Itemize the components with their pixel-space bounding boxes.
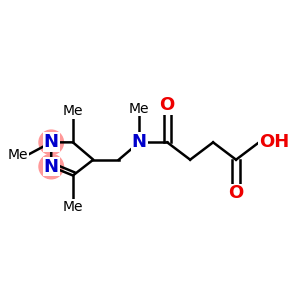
- Text: Me: Me: [8, 148, 28, 162]
- Text: OH: OH: [259, 134, 289, 152]
- Text: Me: Me: [63, 200, 83, 214]
- Text: N: N: [44, 158, 59, 175]
- Text: N: N: [132, 134, 147, 152]
- Circle shape: [39, 154, 64, 179]
- Circle shape: [39, 130, 64, 154]
- Text: O: O: [160, 96, 175, 114]
- Text: O: O: [228, 184, 244, 202]
- Text: Me: Me: [63, 104, 83, 118]
- Text: Me: Me: [129, 102, 149, 116]
- Text: N: N: [44, 134, 59, 152]
